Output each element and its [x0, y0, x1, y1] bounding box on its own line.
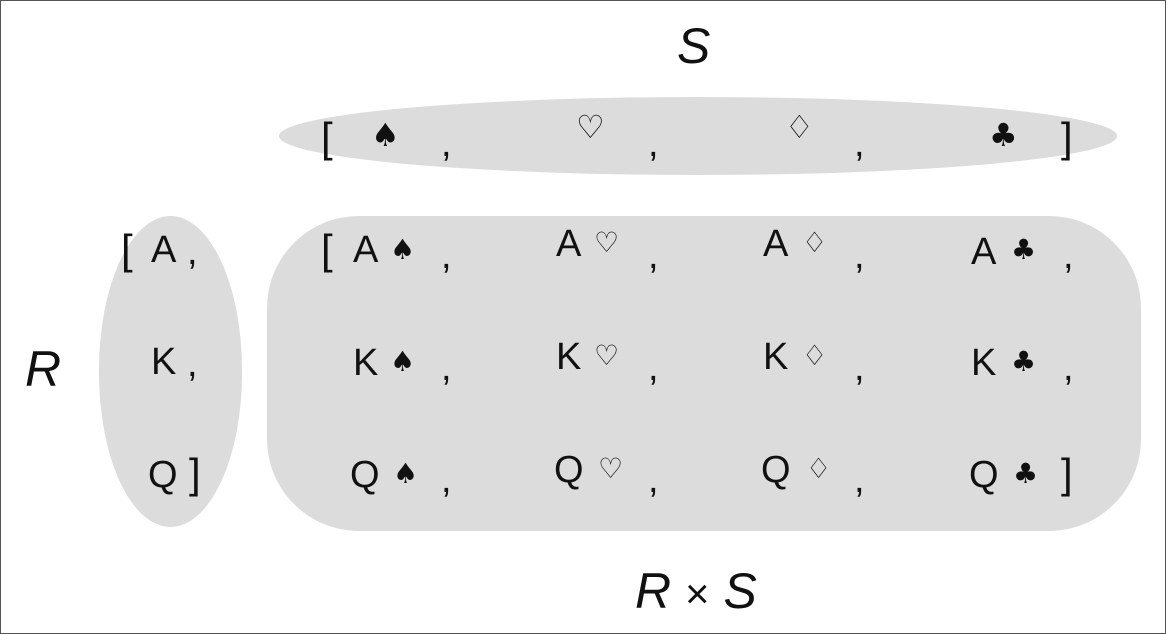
product-comma: , [648, 349, 659, 387]
spade-icon: ♠ [390, 348, 415, 376]
club-icon: ♣ [989, 119, 1018, 151]
spade-icon: ♠ [393, 460, 418, 488]
set-r-comma: , [187, 233, 198, 271]
product-comma: , [1063, 349, 1074, 387]
heart-outline-icon: ♡ [598, 455, 623, 483]
club-icon: ♣ [1011, 236, 1036, 264]
spade-icon: ♠ [371, 119, 400, 151]
product-label-r: R [635, 563, 671, 619]
product-comma: , [441, 461, 452, 499]
rank-king: K [151, 343, 176, 381]
diamond-outline-icon: ♢ [802, 342, 827, 370]
spade-icon: ♠ [390, 236, 415, 264]
product-comma: , [1063, 237, 1074, 275]
cell-rank: K [353, 344, 378, 382]
set-r-close-bracket: ] [189, 453, 201, 495]
club-icon: ♣ [1011, 348, 1036, 376]
cell-rank: Q [761, 451, 791, 489]
product-label-s: S [723, 563, 756, 619]
cell-rank: A [763, 225, 788, 263]
product-comma: , [648, 461, 659, 499]
club-icon: ♣ [1013, 460, 1038, 488]
product-close-bracket: ] [1061, 453, 1073, 495]
diamond-outline-icon: ♢ [802, 229, 827, 257]
product-label: R × S [635, 566, 757, 616]
cell-rank: K [971, 344, 996, 382]
heart-outline-icon: ♡ [594, 342, 619, 370]
set-s-comma: , [854, 125, 865, 163]
cell-rank: A [971, 233, 996, 271]
diamond-outline-icon: ♢ [785, 111, 814, 143]
cell-rank: Q [554, 451, 584, 489]
heart-outline-icon: ♡ [576, 111, 605, 143]
set-r-label: R [25, 344, 61, 394]
cell-rank: Q [350, 456, 380, 494]
product-comma: , [854, 349, 865, 387]
set-s-close-bracket: ] [1061, 117, 1073, 159]
cell-rank: Q [969, 456, 999, 494]
set-s-comma: , [648, 125, 659, 163]
product-comma: , [441, 237, 452, 275]
cell-rank: K [556, 338, 581, 376]
set-s-comma: , [441, 125, 452, 163]
product-comma: , [441, 349, 452, 387]
heart-outline-icon: ♡ [594, 229, 619, 257]
set-r-open-bracket: [ [121, 229, 133, 271]
diamond-outline-icon: ♢ [806, 455, 831, 483]
product-comma: , [854, 461, 865, 499]
set-r-comma: , [187, 345, 198, 383]
set-s-label: S [677, 21, 710, 71]
cell-rank: A [556, 225, 581, 263]
rank-queen: Q [148, 456, 178, 494]
product-open-bracket: [ [321, 229, 333, 271]
cell-rank: A [353, 231, 378, 269]
times-symbol: × [685, 570, 710, 617]
product-comma: , [648, 237, 659, 275]
product-comma: , [854, 237, 865, 275]
set-s-open-bracket: [ [321, 117, 333, 159]
rank-ace: A [151, 231, 176, 269]
cell-rank: K [763, 338, 788, 376]
